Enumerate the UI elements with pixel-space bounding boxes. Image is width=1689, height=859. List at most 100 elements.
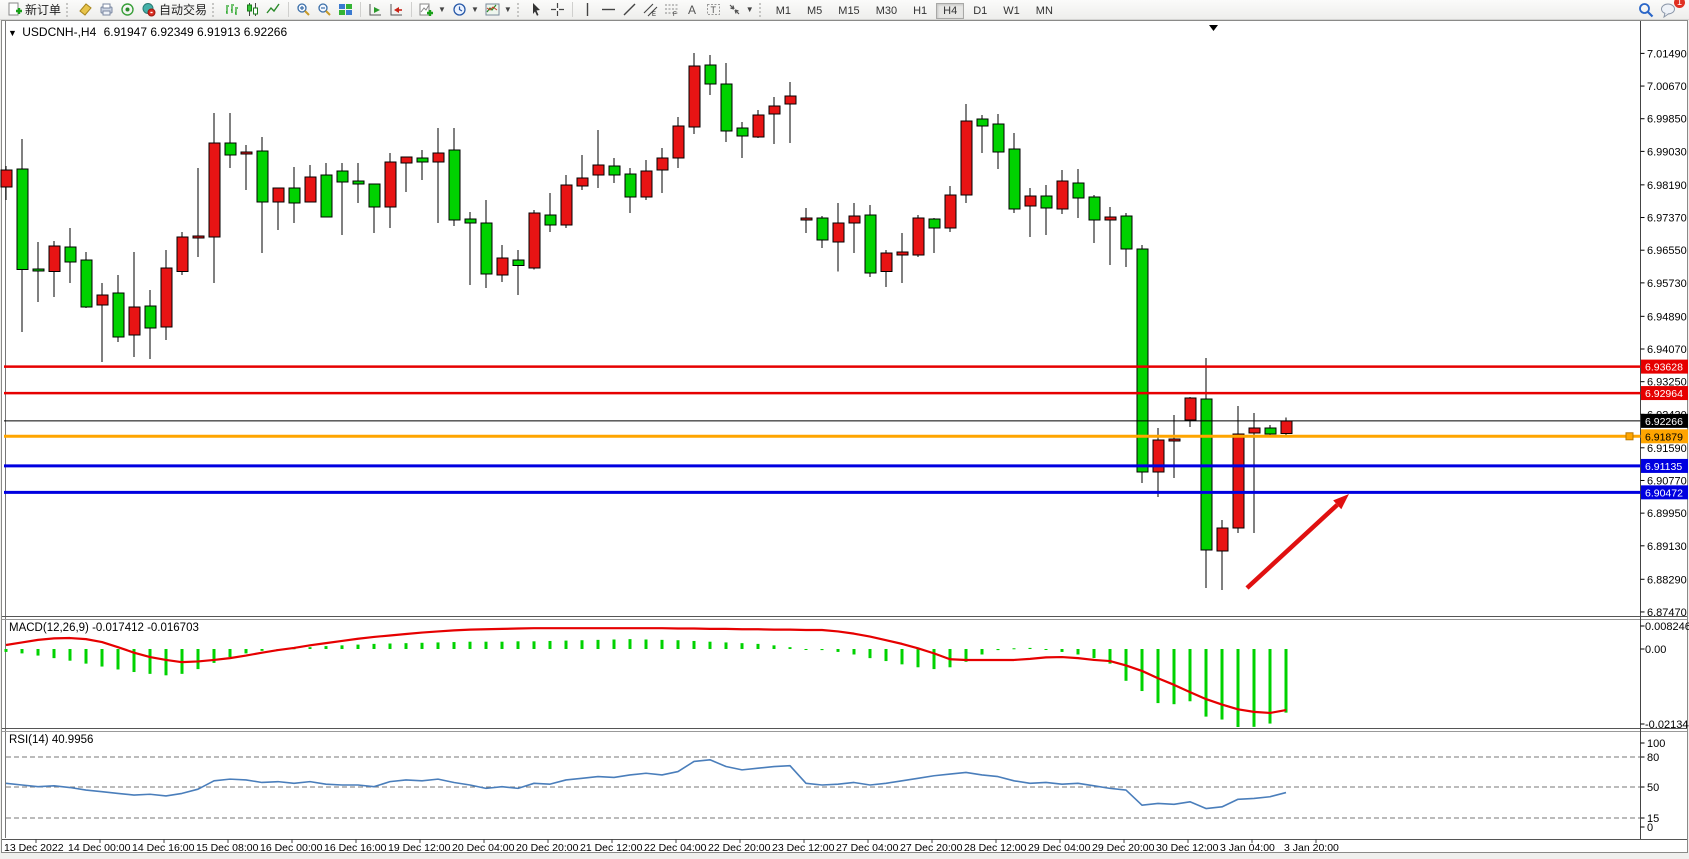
auto-scroll-button[interactable]	[365, 1, 386, 19]
svg-text:F: F	[673, 12, 677, 17]
trend-arrow-head[interactable]	[1333, 494, 1349, 510]
hint-button[interactable]	[75, 1, 96, 19]
svg-text:T: T	[710, 5, 716, 15]
bar-chart-button[interactable]	[221, 1, 242, 19]
chat-button[interactable]: 1	[1657, 0, 1685, 19]
price-tick-label: 6.93250	[1647, 377, 1687, 389]
periods-button[interactable]: ▼	[449, 1, 482, 19]
svg-text:A: A	[688, 3, 696, 17]
chart-shift-button[interactable]	[386, 1, 407, 19]
candle-up	[176, 236, 189, 273]
macd-histogram-bar	[340, 645, 344, 649]
symbol-dropdown-icon[interactable]: ▼	[8, 28, 17, 38]
time-tick-label: 3 Jan 20:00	[1284, 842, 1339, 854]
templates-dropdown-caret: ▼	[503, 5, 512, 14]
macd-histogram-bar	[388, 643, 392, 649]
candle-down	[720, 83, 733, 132]
vertical-line-button[interactable]	[577, 1, 598, 19]
timeframe-m1[interactable]: M1	[775, 4, 791, 17]
orange-line-handle[interactable]	[1625, 432, 1634, 441]
text-label-button[interactable]: T	[703, 1, 724, 19]
macd-histogram-bar	[1188, 649, 1192, 702]
candle-up	[960, 120, 973, 196]
timeframe-h1[interactable]: H1	[913, 4, 928, 17]
candle-up	[128, 306, 141, 336]
publish-button[interactable]	[96, 1, 117, 19]
candle-up	[896, 251, 909, 256]
indicators-button[interactable]: ▼	[416, 1, 449, 19]
chart-canvas[interactable]: 7.01490 7.00670 6.99850 6.99030 6.98190 6.973…	[0, 20, 1689, 859]
macd-histogram-bar	[1172, 649, 1176, 705]
chart-ohlc-values: 6.91947 6.92349 6.91913 6.92266	[103, 25, 288, 39]
macd-histogram-bar	[676, 640, 680, 649]
autotrading-icon	[142, 3, 156, 17]
rsi-line	[5, 758, 1287, 810]
time-tick-label: 14 Dec 16:00	[132, 842, 195, 854]
price-tick-label: 7.00670	[1647, 81, 1687, 93]
candle-up	[1184, 397, 1197, 421]
macd-histogram-bar	[84, 649, 88, 664]
timeframe-m15[interactable]: M15	[838, 4, 860, 17]
rsi-indicator-label: RSI(14) 40.9956	[9, 734, 94, 746]
arrows-button[interactable]: ▼	[724, 1, 757, 19]
macd-histogram-bar	[996, 649, 1000, 651]
cursor-icon	[532, 3, 540, 16]
macd-histogram-bar	[596, 639, 600, 649]
candle-up	[784, 95, 797, 105]
candle-down	[1008, 148, 1021, 210]
macd-histogram-bar	[516, 641, 520, 649]
timeframe-mn[interactable]: MN	[1035, 4, 1053, 17]
macd-histogram-bar	[820, 649, 824, 651]
line-chart-button[interactable]	[263, 1, 284, 19]
text-button[interactable]: A	[682, 1, 703, 19]
macd-histogram-bar	[420, 642, 424, 649]
tile-windows-button[interactable]	[335, 1, 356, 19]
macd-histogram-bar	[356, 644, 360, 649]
timeframe-m30[interactable]: M30	[875, 4, 898, 17]
candle-up	[240, 151, 253, 155]
time-tick-label: 20 Dec 20:00	[516, 842, 579, 854]
macd-histogram-bar	[308, 647, 312, 649]
price-tick-label: 6.91590	[1647, 443, 1687, 455]
trendline-button[interactable]	[619, 1, 640, 19]
signals-button[interactable]	[117, 1, 138, 19]
search-button[interactable]	[1635, 1, 1657, 19]
cursor-button[interactable]	[526, 1, 547, 19]
crosshair-button[interactable]	[547, 1, 568, 19]
candle-up	[272, 187, 285, 203]
candle-up	[672, 125, 685, 159]
toolbar-grip	[212, 2, 217, 17]
candle-down	[80, 259, 93, 308]
templates-button[interactable]: ▼	[482, 1, 515, 19]
candlesticks-button[interactable]	[242, 1, 263, 19]
zoom-in-button[interactable]	[293, 1, 314, 19]
timeframe-d1[interactable]: D1	[973, 4, 988, 17]
candle-down	[16, 168, 29, 271]
candle-up	[1056, 180, 1069, 210]
macd-histogram-bar	[52, 649, 56, 659]
candle-up	[160, 267, 173, 328]
chart-shift-marker[interactable]	[1209, 25, 1218, 31]
candle-up	[752, 114, 765, 138]
zoom-out-button[interactable]	[314, 1, 335, 19]
equidistant-channel-button[interactable]: E	[640, 1, 661, 19]
candle-down	[704, 64, 717, 85]
autotrading-button[interactable]: 自动交易	[138, 1, 210, 19]
trend-arrow-shaft[interactable]	[1245, 503, 1339, 590]
time-tick-label: 14 Dec 00:00	[68, 842, 131, 854]
candle-down	[624, 173, 637, 198]
macd-histogram-bar	[612, 639, 616, 649]
timeframe-w1[interactable]: W1	[1003, 4, 1020, 17]
horizontal-line-button[interactable]	[598, 1, 619, 19]
price-tick-label: 6.94070	[1647, 344, 1687, 356]
candle-up	[1104, 216, 1117, 221]
candle-down	[976, 118, 989, 127]
indicators-icon	[419, 3, 434, 16]
chart-shift-icon	[390, 4, 403, 16]
timeframe-m5[interactable]: M5	[807, 4, 823, 17]
timeframe-bar: M1 M5 M15 M30 H1 H4 D1 W1 MN	[768, 2, 1061, 19]
fibonacci-button[interactable]: F	[661, 1, 682, 19]
timeframe-h4[interactable]: H4	[936, 2, 965, 19]
new-order-button[interactable]: 新订单	[4, 1, 64, 19]
candle-down	[544, 214, 557, 226]
